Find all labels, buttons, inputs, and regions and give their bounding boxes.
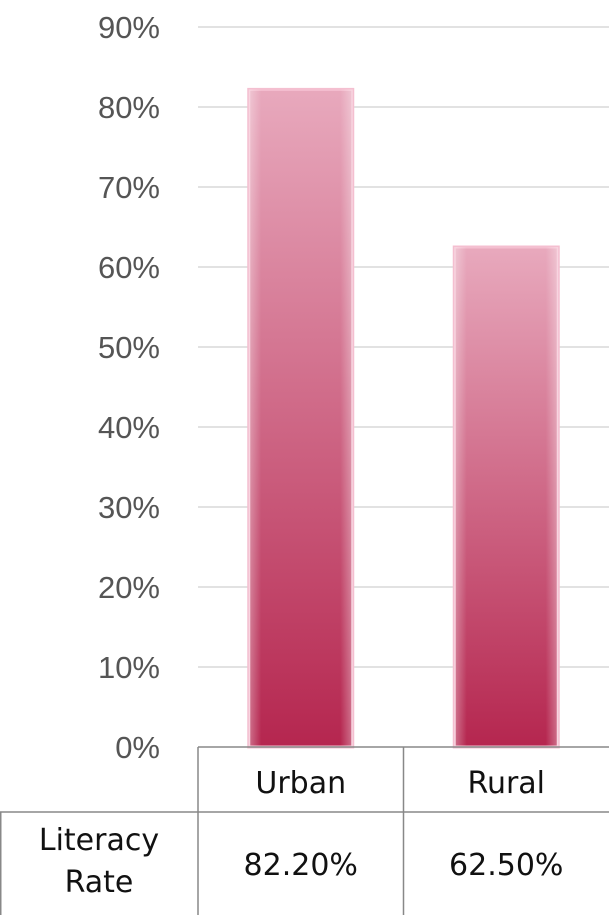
y-tick-label: 90% bbox=[98, 10, 160, 45]
y-tick-label: 30% bbox=[98, 490, 160, 525]
y-tick-label: 50% bbox=[98, 330, 160, 365]
table-cell-value: 82.20% bbox=[244, 848, 358, 883]
table-row-label: Literacy bbox=[39, 823, 159, 858]
bars bbox=[247, 87, 560, 749]
data-table: Urban Rural Literacy Rate 82.20% 62.50% bbox=[0, 746, 609, 915]
table-cell-value: 62.50% bbox=[449, 848, 563, 883]
y-tick-label: 10% bbox=[98, 650, 160, 685]
y-tick-label: 80% bbox=[98, 90, 160, 125]
y-tick-label: 0% bbox=[115, 730, 160, 765]
y-tick-label: 40% bbox=[98, 410, 160, 445]
y-tick-label: 20% bbox=[98, 570, 160, 605]
y-tick-label: 60% bbox=[98, 250, 160, 285]
bar-rural bbox=[452, 245, 560, 749]
y-tick-label: 70% bbox=[98, 170, 160, 205]
table-row-label: Rate bbox=[65, 865, 134, 900]
category-label: Urban bbox=[255, 766, 346, 801]
category-label: Rural bbox=[467, 766, 545, 801]
y-axis-tick-labels: 0% 10% 20% 30% 40% 50% 60% 70% 80% 90% bbox=[98, 10, 160, 765]
bar-urban bbox=[247, 87, 355, 749]
